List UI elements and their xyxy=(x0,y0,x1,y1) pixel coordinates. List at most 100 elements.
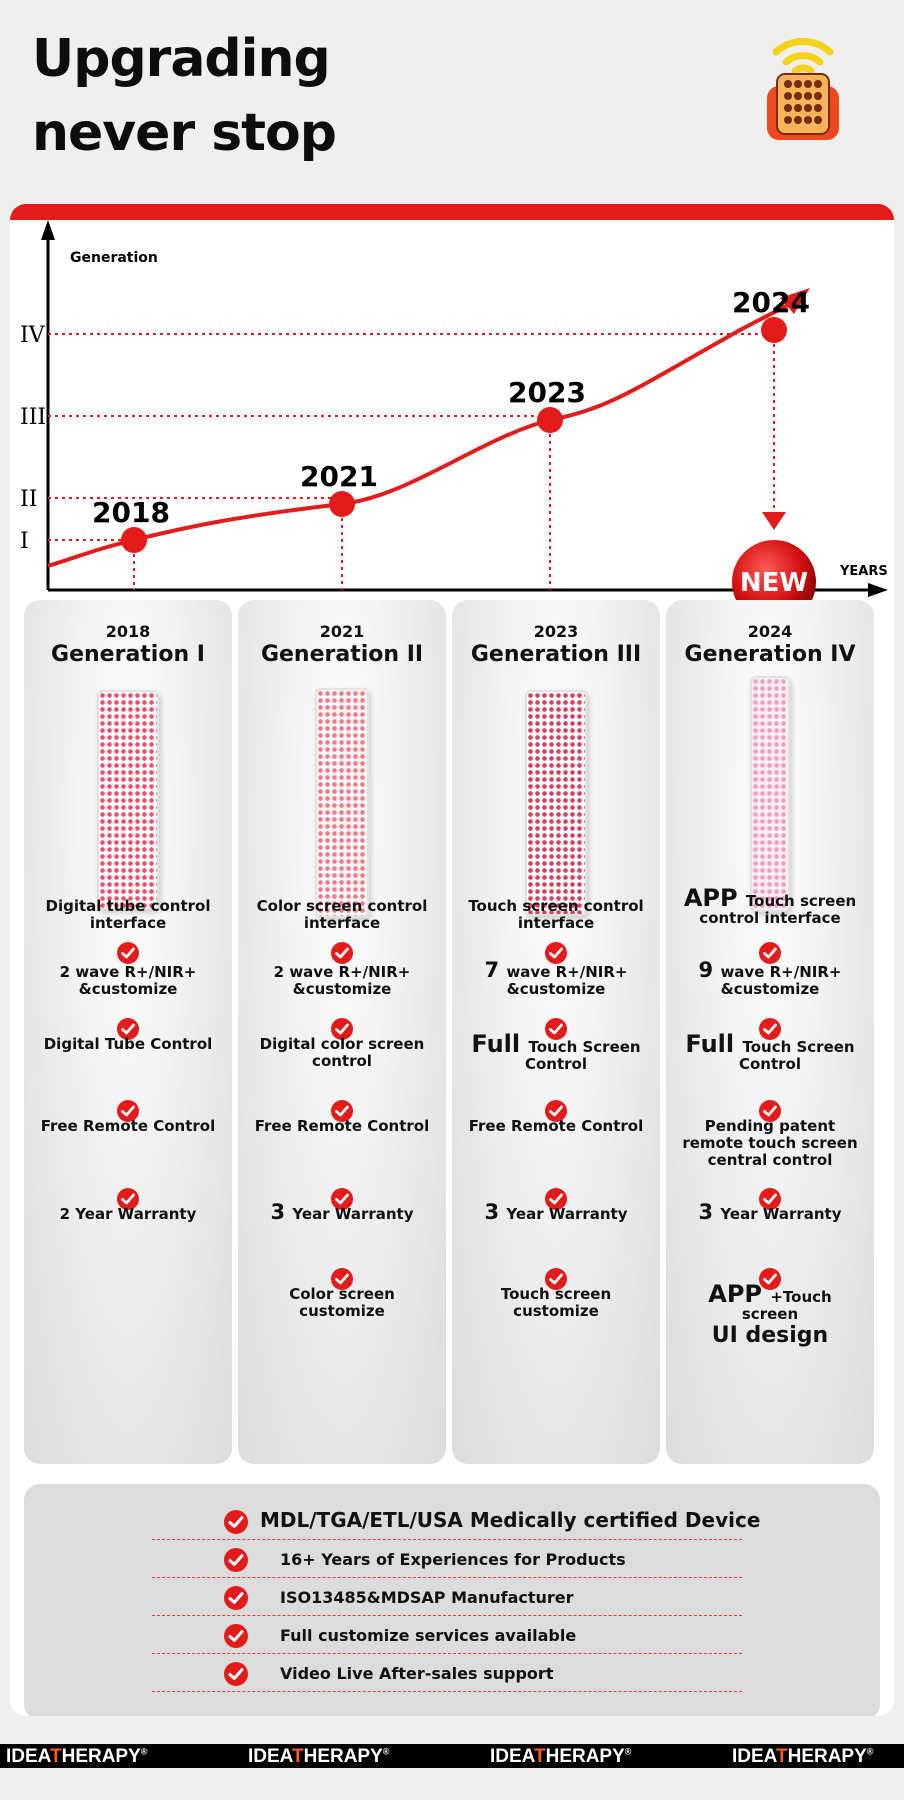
light-panel-image xyxy=(97,690,159,910)
brand-footer: IDEATHERAPY® IDEATHERAPY® IDEATHERAPY® IDEA… xyxy=(0,1744,904,1768)
brand-logo-part: T xyxy=(533,1746,546,1767)
certification-row: ISO13485&MDSAP Manufacturer xyxy=(152,1578,742,1616)
check-icon xyxy=(545,1188,567,1210)
feature-text: Free Remote Control xyxy=(24,1118,232,1135)
check-icon xyxy=(759,942,781,964)
x-axis-arrow xyxy=(868,583,888,597)
check-icon xyxy=(224,1510,248,1534)
app-wifi-icon xyxy=(762,18,844,142)
feature-label: Color screen customize xyxy=(289,1285,395,1320)
check-icon xyxy=(224,1548,248,1572)
certification-text: ISO13485&MDSAP Manufacturer xyxy=(280,1588,574,1607)
feature-label: wave R+/NIR+ &customize xyxy=(720,963,842,998)
check-icon xyxy=(545,1100,567,1122)
feature-text: APP Touch screen control interface xyxy=(666,886,874,927)
feature-label: Year Warranty xyxy=(720,1205,842,1223)
feature-text: 2 wave R+/NIR+ &customize xyxy=(24,964,232,998)
dashed-divider xyxy=(152,1539,742,1540)
dashed-divider xyxy=(152,1691,742,1692)
brand-logo-part: HERAPY xyxy=(787,1746,867,1767)
feature-highlight: APP xyxy=(683,884,746,912)
feature-label: 2 wave R+/NIR+ &customize xyxy=(59,963,197,998)
feature-text: Color screen customize xyxy=(238,1286,446,1320)
data-point-2021 xyxy=(329,491,355,517)
feature-highlight: APP xyxy=(708,1280,771,1308)
check-icon xyxy=(117,942,139,964)
certification-text: 16+ Years of Experiences for Products xyxy=(280,1550,626,1569)
check-icon xyxy=(759,1018,781,1040)
brand-logo-part: ® xyxy=(382,1746,390,1757)
feature-text: 9 wave R+/NIR+ &customize xyxy=(666,960,874,998)
feature-highlight: 9 xyxy=(698,958,721,982)
feature-text: 3 Year Warranty xyxy=(452,1202,660,1223)
check-icon xyxy=(759,1100,781,1122)
check-icon xyxy=(545,942,567,964)
feature-label: Free Remote Control xyxy=(468,1117,644,1135)
data-label-2021: 2021 xyxy=(300,460,378,493)
certification-row: 16+ Years of Experiences for Products xyxy=(152,1540,742,1578)
brand-logo: IDEATHERAPY® xyxy=(248,1746,389,1768)
feature-text: 3 Year Warranty xyxy=(666,1202,874,1223)
brand-logo: IDEATHERAPY® xyxy=(6,1746,147,1768)
data-point-2018 xyxy=(121,527,147,553)
check-icon xyxy=(331,942,353,964)
brand-logo-part: T xyxy=(775,1746,788,1767)
feature-highlight: 7 xyxy=(484,958,507,982)
brand-logo-part: T xyxy=(291,1746,304,1767)
y-tick-label: IV xyxy=(20,323,46,348)
certification-row: Video Live After-sales support xyxy=(152,1654,742,1692)
generation-title: Generation II xyxy=(260,642,424,667)
feature-text: Color screen control interface xyxy=(238,898,446,932)
brand-logo-part: ® xyxy=(624,1746,632,1757)
feature-text: Full Touch Screen Control xyxy=(452,1032,660,1073)
feature-label: wave R+/NIR+ &customize xyxy=(506,963,628,998)
feature-label: 2 Year Warranty xyxy=(59,1205,197,1223)
light-panel-image xyxy=(750,676,790,912)
data-point-2024 xyxy=(761,317,787,343)
curve-arrow-head xyxy=(780,288,810,314)
check-icon xyxy=(117,1100,139,1122)
check-icon xyxy=(331,1188,353,1210)
feature-label: Year Warranty xyxy=(506,1205,628,1223)
certification-text: MDL/TGA/ETL/USA Medically certified Devi… xyxy=(260,1508,761,1532)
certification-text: Full customize services available xyxy=(280,1626,577,1645)
feature-text: Free Remote Control xyxy=(238,1118,446,1135)
brand-logo-part: HERAPY xyxy=(61,1746,141,1767)
check-icon xyxy=(759,1268,781,1290)
page-headline: Upgrading never stop xyxy=(32,22,337,170)
data-label-2024: 2024 xyxy=(732,286,810,319)
generation-title: Generation I xyxy=(51,642,205,667)
feature-highlight: 3 xyxy=(698,1200,721,1224)
feature-text: Pending patent remote touch screen centr… xyxy=(666,1118,874,1169)
feature-label: Touch screen customize xyxy=(500,1285,612,1320)
check-icon xyxy=(117,1018,139,1040)
feature-text: 2 wave R+/NIR+ &customize xyxy=(238,964,446,998)
feature-label: Year Warranty xyxy=(292,1205,414,1223)
brand-logo-part: IDEA xyxy=(490,1746,534,1767)
feature-label: Digital color screen control xyxy=(259,1035,425,1070)
brand-logo: IDEATHERAPY® xyxy=(732,1746,873,1768)
brand-logo-part: IDEA xyxy=(248,1746,292,1767)
feature-text: Touch screen customize xyxy=(452,1286,660,1320)
brand-logo-part: ® xyxy=(866,1746,874,1757)
feature-label: Touch Screen Control xyxy=(524,1038,641,1073)
feature-label: Free Remote Control xyxy=(40,1117,216,1135)
y-tick-label: III xyxy=(20,405,46,430)
feature-text: Free Remote Control xyxy=(452,1118,660,1135)
check-icon xyxy=(331,1268,353,1290)
check-icon xyxy=(545,1268,567,1290)
feature-text: 7 wave R+/NIR+ &customize xyxy=(452,960,660,998)
dashed-divider xyxy=(152,1577,742,1578)
feature-label: Digital Tube Control xyxy=(43,1035,213,1053)
feature-highlight: Full xyxy=(471,1030,529,1058)
feature-label: Pending patent remote touch screen centr… xyxy=(682,1117,858,1169)
feature-highlight: 3 xyxy=(270,1200,293,1224)
data-label-2023: 2023 xyxy=(508,376,586,409)
y-axis-title: Generation xyxy=(70,250,158,266)
brand-logo-part: IDEA xyxy=(732,1746,776,1767)
brand-logo-part: HERAPY xyxy=(303,1746,383,1767)
feature-text: APP +Touch screen UI design xyxy=(666,1282,874,1349)
check-icon xyxy=(331,1018,353,1040)
generation-column-4: 2024 Generation IV APP Touch screen contro… xyxy=(666,600,874,1464)
generation-card: Generation YEARS I II III IV 2018 2021 2023 20… xyxy=(10,204,894,1716)
